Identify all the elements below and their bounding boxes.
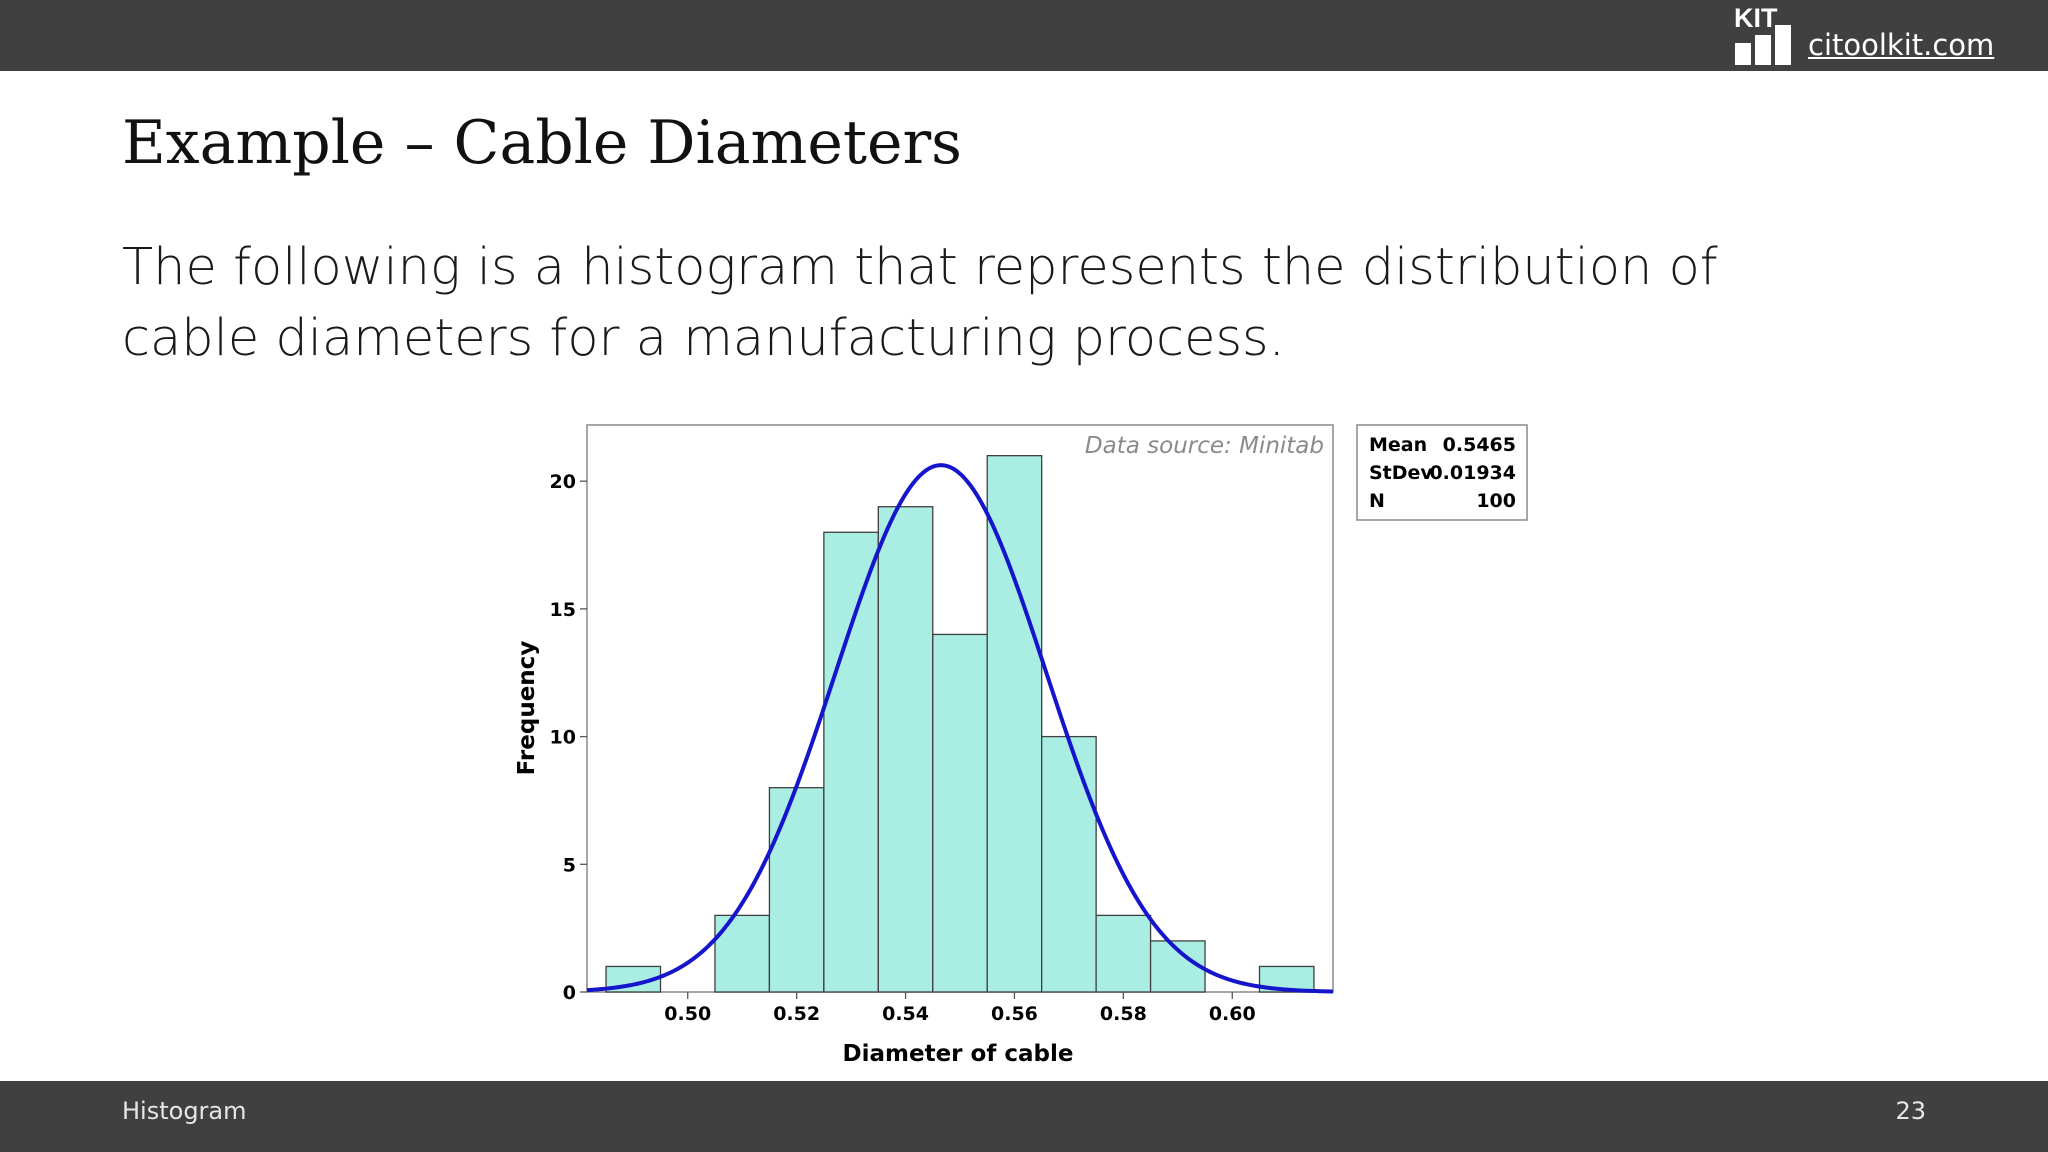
page-number: 23	[1895, 1097, 1926, 1125]
y-tick-label-2: 10	[550, 727, 576, 749]
histogram-bar-3	[768, 787, 825, 993]
site-link[interactable]: citoolkit.com	[1808, 28, 1995, 62]
y-tick-label-4: 20	[550, 471, 576, 493]
stat-value-0: 0.5465	[1443, 434, 1516, 456]
y-tick-label-3: 15	[550, 599, 576, 621]
histogram-bar-6	[932, 633, 988, 993]
x-tick-label-0: 0.50	[664, 1003, 711, 1025]
normal-fit-curve	[586, 463, 1334, 994]
x-tick-label-4: 0.58	[1100, 1003, 1147, 1025]
logo-brand-text: KIT	[1734, 5, 1778, 33]
x-tick-label-2: 0.54	[882, 1003, 929, 1025]
histogram-bar-5	[877, 506, 934, 993]
stats-legend-box	[1356, 424, 1528, 521]
histogram-bar-4	[823, 531, 879, 993]
y-tick-label-1: 5	[563, 854, 576, 876]
stat-label-1: StDev	[1369, 462, 1433, 484]
bars-layer	[605, 454, 1315, 993]
kit-logo-icon: KIT	[1734, 5, 1791, 65]
slide-body-text: The following is a histogram that repres…	[122, 238, 1718, 368]
x-tick-label-5: 0.60	[1209, 1003, 1256, 1025]
stat-label-2: N	[1369, 490, 1385, 512]
stat-value-1: 0.01934	[1429, 462, 1516, 484]
y-tick-label-0: 0	[563, 982, 576, 1004]
x-tick-label-1: 0.52	[773, 1003, 820, 1025]
stat-value-2: 100	[1476, 490, 1516, 512]
stat-label-0: Mean	[1369, 434, 1427, 456]
histogram-bar-9	[1095, 914, 1152, 993]
histogram-bar-7	[986, 454, 1043, 993]
data-source-annotation: Data source: Minitab	[1085, 433, 1324, 459]
x-tick-label-3: 0.56	[991, 1003, 1038, 1025]
y-axis-label: Frequency	[514, 641, 540, 776]
histogram-bar-8	[1041, 735, 1097, 993]
slide-title: Example – Cable Diameters	[122, 108, 962, 178]
footer-section-label: Histogram	[122, 1097, 247, 1125]
footer-bar	[0, 1081, 2048, 1152]
histogram-bar-10	[1149, 940, 1206, 993]
header-bar: KIT citoolkit.com	[0, 0, 2048, 71]
x-axis-label: Diameter of cable	[843, 1041, 1074, 1067]
histogram-chart: 0.50 0.52 0.54 0.56 0.58 0.60 0 5 10 15 20 Data so…	[514, 424, 1528, 1067]
ticks-layer: 0.50 0.52 0.54 0.56 0.58 0.60 0 5 10 15 20	[550, 471, 1256, 1025]
